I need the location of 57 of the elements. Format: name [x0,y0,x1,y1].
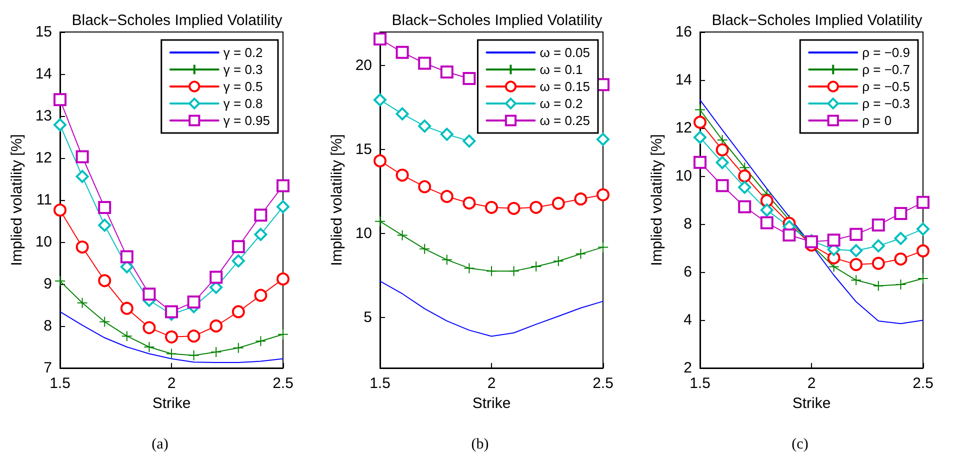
x-axis-title: Strike [472,395,511,412]
y-tick-label: 6 [684,264,692,280]
x-tick-label: 1.5 [690,375,710,392]
legend-label: ω = 0.1 [540,62,583,77]
y-axis-title: Implied volatility [%] [8,134,26,266]
legend-label: ω = 0.05 [540,45,590,60]
y-tick-label: 8 [684,216,692,232]
legend-label: ω = 0.15 [540,79,590,94]
y-tick-label: 14 [35,66,52,82]
legend-label: γ = 0.3 [223,62,263,77]
legend-label: ρ = −0.5 [862,79,910,94]
chart-title: Black−Scholes Implied Volatility [392,12,603,29]
x-tick-label: 2.5 [912,375,934,392]
y-tick-label: 10 [675,168,692,184]
legend-label: ρ = −0.9 [862,45,910,60]
x-tick-label: 2 [167,375,176,392]
legend-label: ρ = −0.7 [862,62,910,77]
text: (c) [792,436,808,452]
y-axis-title: Implied volatility [%] [328,134,346,266]
x-axis-title: Strike [152,395,191,412]
legend-label: γ = 0.5 [223,79,263,94]
y-tick-label: 8 [44,318,52,334]
y-tick-label: 13 [35,108,52,124]
y-tick-label: 9 [44,276,52,292]
y-tick-label: 4 [684,312,692,328]
y-tick-label: 12 [675,120,692,136]
y-tick-label: 20 [355,57,372,74]
legend-label: γ = 0.2 [223,45,263,60]
y-tick-label: 2 [684,360,692,376]
y-tick-label: 10 [355,225,372,242]
legend-label: ρ = 0 [862,113,892,128]
chart-title: Black−Scholes Implied Volatility [72,12,283,29]
x-tick-label: 2.5 [592,375,614,392]
y-tick-label: 16 [675,24,692,40]
x-axis-title: Strike [792,395,831,412]
text: (a) [152,436,168,452]
x-tick-label: 2.5 [272,375,294,392]
y-tick-label: 14 [675,72,692,88]
legend-label: γ = 0.8 [223,96,263,111]
legend-label: γ = 0.95 [223,113,270,128]
y-tick-label: 5 [364,309,372,326]
y-tick-label: 15 [35,24,52,40]
y-tick-label: 12 [35,150,52,166]
x-tick-label: 2 [487,375,496,392]
x-tick-label: 1.5 [370,375,390,392]
y-tick-label: 10 [35,234,52,250]
x-tick-label: 2 [807,375,816,392]
y-tick-label: 11 [36,192,52,208]
y-axis-title: Implied volatility [%] [648,134,666,266]
legend-label: ω = 0.25 [540,113,590,128]
x-tick-label: 1.5 [50,375,70,392]
text: (b) [471,436,489,452]
legend-label: ω = 0.2 [540,96,583,111]
legend-label: ρ = −0.3 [862,96,910,111]
chart-title: Black−Scholes Implied Volatility [712,12,923,29]
y-tick-label: 15 [355,141,372,158]
y-tick-label: 7 [44,360,52,376]
